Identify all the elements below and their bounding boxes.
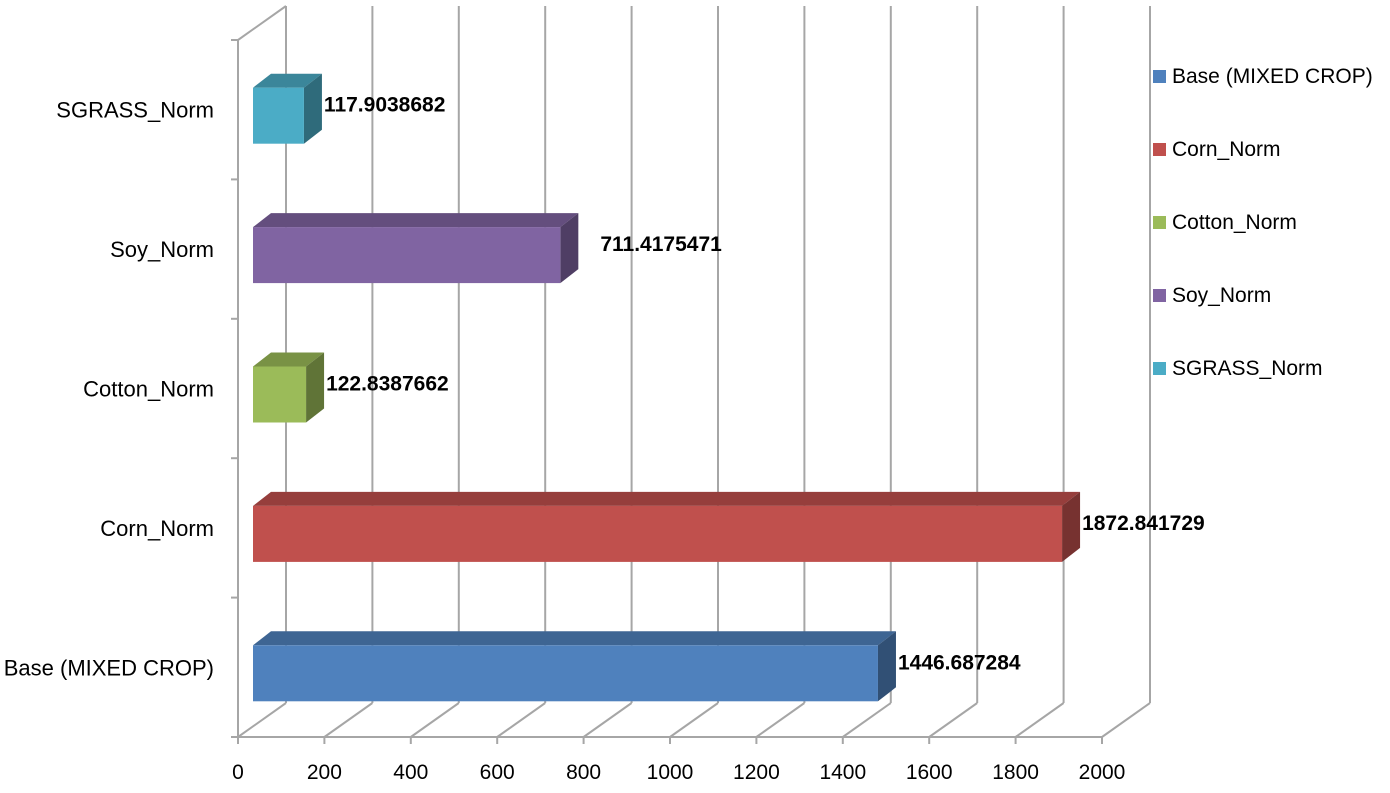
bar-top-face-3 <box>253 213 579 228</box>
legend-label-4: SGRASS_Norm <box>1172 357 1323 380</box>
x-tick-label-1600: 1600 <box>906 761 953 784</box>
floor-line-1800 <box>1015 702 1065 738</box>
floor-line-1400 <box>842 702 892 738</box>
bar-1 <box>253 491 1081 562</box>
floor-line-1600 <box>928 702 978 738</box>
grid-layer <box>237 5 1151 738</box>
legend-swatch-1 <box>1153 143 1166 156</box>
bar-0 <box>253 631 896 702</box>
legend-swatch-0 <box>1153 70 1166 83</box>
bar-top-face-0 <box>253 631 896 646</box>
floor-line-400 <box>410 702 460 738</box>
bar-side-face-3 <box>560 213 579 284</box>
bar-side-face-0 <box>877 631 896 702</box>
data-label-0: 1446.687284 <box>898 651 1021 674</box>
legend-label-2: Cotton_Norm <box>1172 211 1297 234</box>
floor-line-1000 <box>669 702 719 738</box>
data-label-3: 711.4175471 <box>600 233 722 256</box>
bar-side-face-1 <box>1062 491 1081 562</box>
category-label-0: Base (MIXED CROP) <box>4 655 214 680</box>
bar-top-face-4 <box>253 73 322 88</box>
axis-layer: 0 200 400 600 800 1000 1200 1400 1600 1800 2000 <box>231 39 1126 784</box>
data-label-2: 122.8387662 <box>326 373 449 396</box>
bar-2 <box>253 352 325 423</box>
labels-layer: Base (MIXED CROP) 1446.687284 Corn_Norm 187… <box>4 94 1205 681</box>
bar-3 <box>253 213 579 284</box>
x-tick-label-1400: 1400 <box>819 761 866 784</box>
x-tick-label-1800: 1800 <box>992 761 1039 784</box>
data-label-1: 1872.841729 <box>1082 512 1205 535</box>
legend-swatch-4 <box>1153 362 1166 375</box>
x-tick-label-600: 600 <box>480 761 515 784</box>
bar-front-face-4 <box>253 87 304 144</box>
bar-front-face-1 <box>253 505 1063 562</box>
side-wall-top <box>237 5 287 41</box>
x-tick-label-400: 400 <box>393 761 428 784</box>
x-tick-label-2000: 2000 <box>1079 761 1126 784</box>
category-label-4: SGRASS_Norm <box>56 98 214 123</box>
floor-line-800 <box>583 702 633 738</box>
category-label-3: Soy_Norm <box>110 237 214 262</box>
legend-swatch-2 <box>1153 216 1166 229</box>
bars-layer <box>253 73 1081 702</box>
bar-top-face-1 <box>253 491 1081 506</box>
floor-line-2000 <box>1101 702 1151 738</box>
floor-line-0 <box>237 702 287 738</box>
x-tick-label-1000: 1000 <box>647 761 694 784</box>
category-label-1: Corn_Norm <box>100 516 214 541</box>
x-tick-label-200: 200 <box>307 761 342 784</box>
floor-line-600 <box>496 702 546 738</box>
floor-line-200 <box>323 702 373 738</box>
x-tick-label-800: 800 <box>566 761 601 784</box>
bar-front-face-0 <box>253 645 878 702</box>
bar-side-face-4 <box>303 73 322 144</box>
legend-swatch-3 <box>1153 289 1166 302</box>
legend: Base (MIXED CROP) Corn_Norm Cotton_Norm Soy… <box>1153 65 1373 380</box>
x-tick-label-1200: 1200 <box>733 761 780 784</box>
x-tick-label-0: 0 <box>232 761 244 784</box>
floor-line-1200 <box>755 702 805 738</box>
data-label-4: 117.9038682 <box>324 94 445 117</box>
bar-front-face-2 <box>253 366 307 423</box>
legend-label-0: Base (MIXED CROP) <box>1172 65 1373 88</box>
category-label-2: Cotton_Norm <box>83 377 214 402</box>
legend-label-3: Soy_Norm <box>1172 284 1271 307</box>
bar-4 <box>253 73 322 144</box>
legend-label-1: Corn_Norm <box>1172 138 1281 161</box>
bar-top-face-2 <box>253 352 325 367</box>
bar-front-face-3 <box>253 227 561 284</box>
bar-side-face-2 <box>306 352 325 423</box>
